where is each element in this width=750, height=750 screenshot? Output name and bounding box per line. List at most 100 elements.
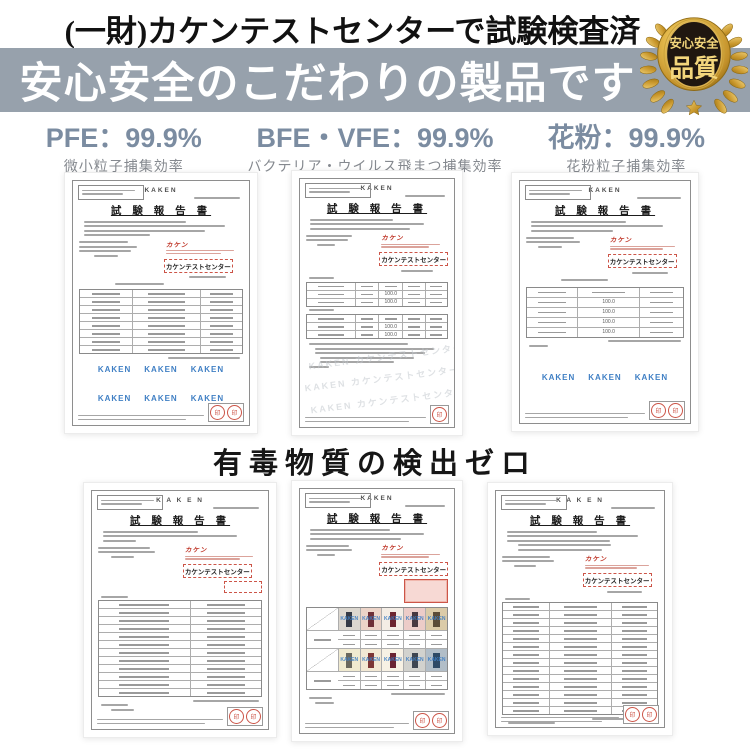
scan-line (408, 684, 421, 687)
table-row (338, 631, 447, 640)
test-report-doc-toxicity-list: K A K E N 試 験 報 告 書 カケン カケンテストセンター (83, 482, 277, 738)
scan-line (102, 535, 238, 537)
report-page: K A K E N 試 験 報 告 書 カケン カケンテストセンター (91, 490, 269, 730)
table-cell (189, 649, 261, 657)
table-note-line (526, 340, 684, 343)
scan-line (621, 678, 647, 680)
scan-line (308, 697, 332, 700)
scan-line (621, 614, 647, 616)
scan-line (501, 720, 603, 722)
table-cell (359, 631, 382, 640)
scan-line (342, 684, 355, 687)
watermark-text: KAKEN (340, 616, 359, 623)
table-row (99, 624, 261, 633)
kaken-header-text: KAKEN (588, 187, 622, 194)
value-row (307, 671, 447, 690)
scan-line (538, 331, 566, 334)
approval-seal-box: 印 印 (208, 403, 244, 422)
scan-line (320, 356, 414, 359)
scan-line (563, 702, 598, 704)
table-cell (354, 323, 379, 331)
scan-line (119, 604, 170, 606)
stamp-org-name: カケンテストセンター (379, 252, 449, 267)
report-ref-box (305, 493, 371, 508)
table-cell (610, 683, 657, 691)
sample-table: KAKEN KAKEN KAKEN KAKEN KAKEN KAKEN KAKEN KAKE… (306, 607, 448, 691)
scan-line (517, 548, 602, 551)
scan-line (538, 245, 562, 248)
scan-line (317, 293, 344, 296)
scan-line (508, 726, 577, 727)
table-cell (527, 288, 577, 297)
table-cell (307, 331, 355, 338)
scan-line (313, 680, 331, 682)
sample-photo-strip: KAKEN KAKEN KAKEN KAKEN KAKEN (337, 649, 448, 672)
table-cell (307, 299, 355, 306)
scan-line (563, 646, 598, 648)
table-row: 100.0 (527, 316, 683, 327)
scan-line (621, 654, 647, 656)
table-cell (354, 298, 379, 306)
red-seal-stamp: 印 (210, 405, 225, 420)
diagonal-header-cell (307, 608, 338, 631)
table-row: 100.0 (527, 326, 683, 337)
table-cell (381, 672, 403, 681)
report-body-lines (502, 530, 658, 551)
report-footer: 印 印 (78, 403, 244, 422)
table-row (503, 603, 657, 611)
stamp-lines (381, 553, 448, 558)
sample-photo: KAKEN (403, 649, 426, 672)
report-title: 試 験 報 告 書 (326, 512, 428, 525)
table-row (99, 688, 261, 697)
table-cell (80, 330, 132, 337)
scan-line (78, 418, 187, 420)
table-cell (307, 315, 355, 322)
scan-line (360, 334, 374, 336)
sample-row: KAKEN KAKEN KAKEN KAKEN KAKEN (307, 608, 448, 631)
scan-line (111, 708, 135, 711)
table-cell (610, 699, 657, 707)
scan-line (513, 622, 539, 624)
report-left-lines (306, 542, 381, 603)
table-row (99, 640, 261, 649)
scan-line (147, 333, 185, 335)
approval-seal-box: 印 印 (413, 711, 449, 730)
table-cell (503, 707, 549, 714)
stamp-sub-line (610, 271, 684, 274)
table-cell (199, 314, 242, 322)
scan-line (212, 506, 259, 509)
table-cell (378, 282, 402, 290)
table-cell (131, 298, 200, 306)
table-cell (131, 306, 200, 314)
scan-line (79, 250, 131, 252)
scan-line (563, 710, 598, 712)
scan-line (79, 245, 138, 248)
scan-line (502, 555, 550, 558)
kaken-logo-red: カケン (381, 235, 404, 242)
filtration-stats-row: PFE：99.9% 微小粒子捕集効率 BFE・VFE：99.9% バクテリア・ウ… (0, 116, 750, 176)
scan-line (405, 504, 446, 507)
table-cell (576, 287, 639, 297)
scan-line (167, 356, 240, 359)
scan-line (98, 551, 155, 553)
table-cell (503, 627, 549, 634)
scan-line (513, 678, 539, 680)
footer-lines (305, 415, 426, 424)
scan-line (91, 333, 121, 335)
table-row (80, 345, 242, 354)
scan-line (309, 188, 363, 190)
scan-line (310, 227, 410, 230)
table-row (99, 672, 261, 681)
table-cell (381, 631, 403, 640)
stamp-lines (165, 250, 243, 255)
table-cell (199, 298, 242, 306)
table-cell (503, 675, 549, 682)
label-cell (307, 672, 338, 689)
method-lines (306, 697, 448, 704)
scan-line (317, 285, 344, 288)
table-cell (80, 322, 132, 329)
scan-line (306, 549, 352, 551)
table-cell (549, 643, 611, 651)
scan-line (387, 643, 399, 646)
table-caption-line (306, 309, 448, 312)
